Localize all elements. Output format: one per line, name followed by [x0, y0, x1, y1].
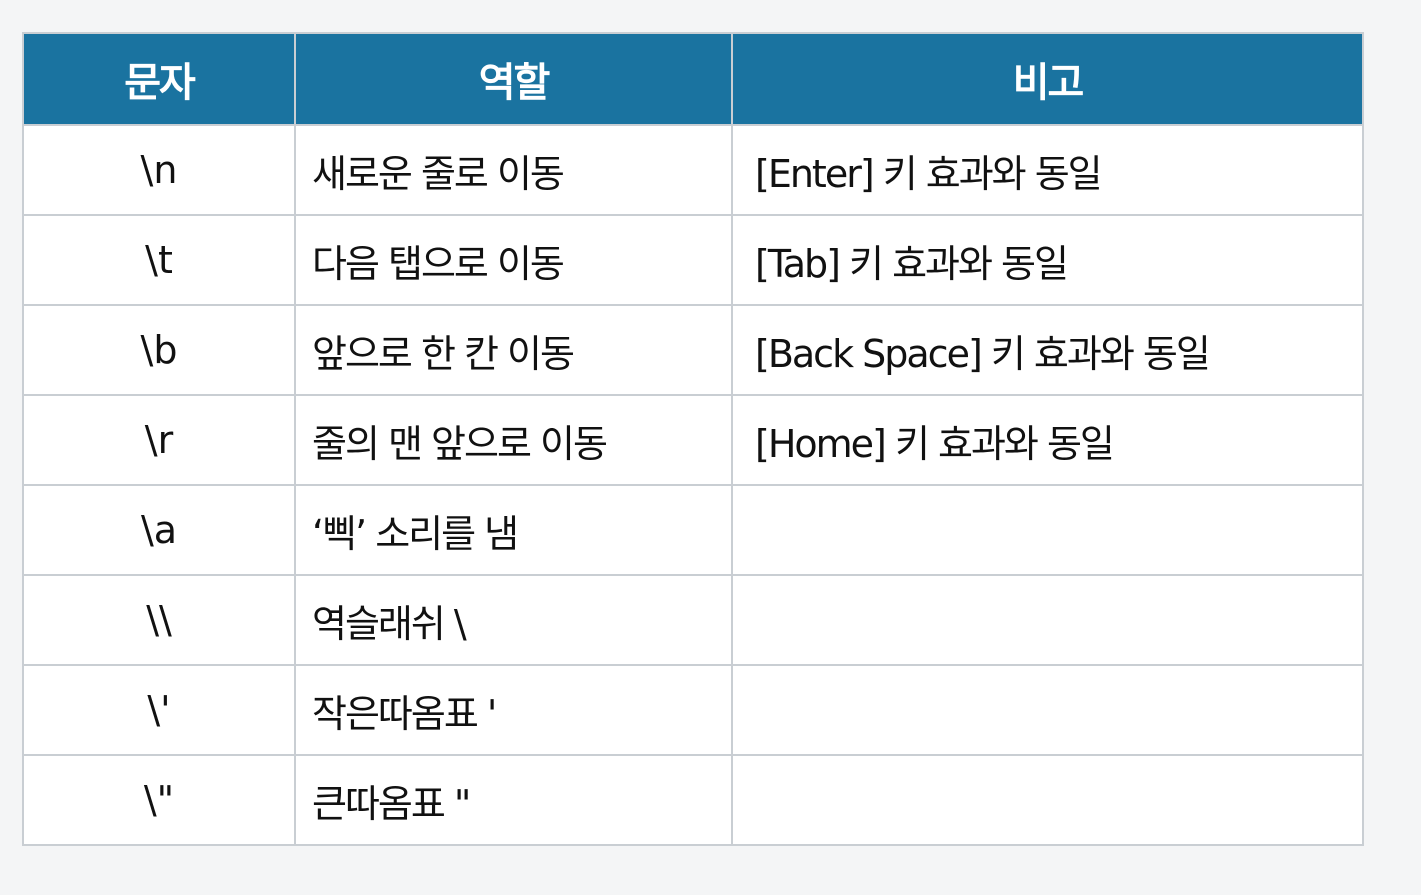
role-cell: 큰따옴표 "	[294, 754, 733, 846]
char-cell: \t	[22, 214, 296, 306]
table-row: \n 새로운 줄로 이동 [Enter] 키 효과와 동일	[22, 124, 1364, 216]
header-note: 비고	[731, 32, 1364, 126]
note-cell: [Enter] 키 효과와 동일	[731, 124, 1364, 216]
role-cell: 줄의 맨 앞으로 이동	[294, 394, 733, 486]
note-cell	[731, 754, 1364, 846]
char-cell: \n	[22, 124, 296, 216]
role-cell: 작은따옴표 '	[294, 664, 733, 756]
note-cell	[731, 574, 1364, 666]
header-char: 문자	[22, 32, 296, 126]
table-row: \r 줄의 맨 앞으로 이동 [Home] 키 효과와 동일	[22, 394, 1364, 486]
table-row: \a ‘삑’ 소리를 냄	[22, 484, 1364, 576]
table-row: \t 다음 탭으로 이동 [Tab] 키 효과와 동일	[22, 214, 1364, 306]
char-cell: \\	[22, 574, 296, 666]
table-row: \\ 역슬래쉬 \	[22, 574, 1364, 666]
role-cell: ‘삑’ 소리를 냄	[294, 484, 733, 576]
note-cell: [Tab] 키 효과와 동일	[731, 214, 1364, 306]
header-row: 문자 역할 비고	[22, 32, 1364, 126]
role-cell: 다음 탭으로 이동	[294, 214, 733, 306]
table-row: \" 큰따옴표 "	[22, 754, 1364, 846]
table: 문자 역할 비고 \n 새로운 줄로 이동 [Enter] 키 효과와 동일 \…	[22, 32, 1364, 846]
char-cell: \"	[22, 754, 296, 846]
note-cell	[731, 484, 1364, 576]
char-cell: \b	[22, 304, 296, 396]
role-cell: 새로운 줄로 이동	[294, 124, 733, 216]
char-cell: \a	[22, 484, 296, 576]
table-row: \b 앞으로 한 칸 이동 [Back Space] 키 효과와 동일	[22, 304, 1364, 396]
char-cell: \r	[22, 394, 296, 486]
note-cell	[731, 664, 1364, 756]
header-role: 역할	[294, 32, 733, 126]
role-cell: 앞으로 한 칸 이동	[294, 304, 733, 396]
table-row: \' 작은따옴표 '	[22, 664, 1364, 756]
note-cell: [Home] 키 효과와 동일	[731, 394, 1364, 486]
escape-sequence-table: 문자 역할 비고 \n 새로운 줄로 이동 [Enter] 키 효과와 동일 \…	[22, 32, 1364, 846]
char-cell: \'	[22, 664, 296, 756]
note-cell: [Back Space] 키 효과와 동일	[731, 304, 1364, 396]
role-cell: 역슬래쉬 \	[294, 574, 733, 666]
